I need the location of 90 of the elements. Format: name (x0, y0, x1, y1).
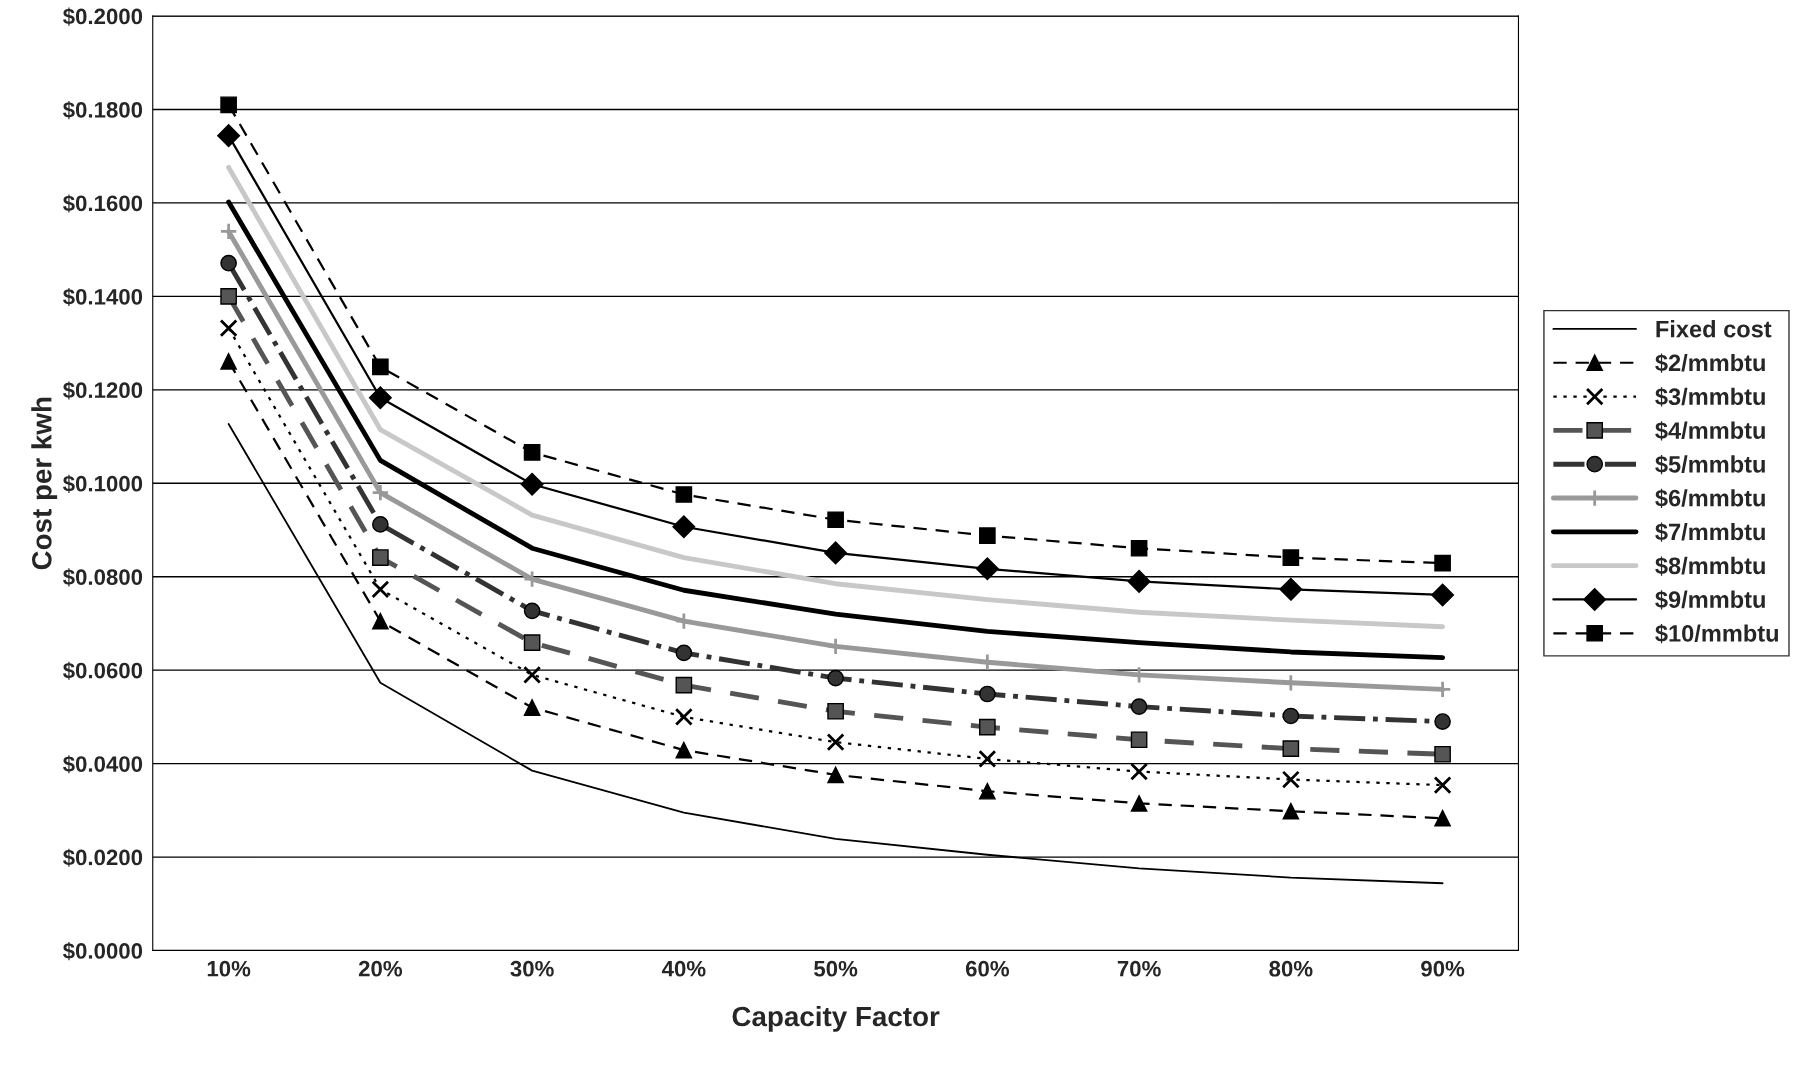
point (1282, 707, 1300, 725)
point (371, 580, 390, 599)
point (826, 733, 845, 752)
legend-label: $9/mmbtu (1655, 590, 1765, 610)
point (368, 386, 392, 410)
point (219, 319, 238, 338)
point (523, 699, 541, 716)
point (219, 222, 238, 241)
point (975, 557, 999, 581)
point (1434, 745, 1451, 763)
x-tick-label: 30% (510, 960, 554, 977)
point (827, 511, 844, 529)
point (372, 549, 389, 566)
point (824, 541, 848, 565)
x-tick-label: 90% (1421, 960, 1465, 977)
x-tick-label: 60% (965, 960, 1010, 977)
point (1282, 740, 1300, 758)
y-tick-label: $0.0600 (63, 661, 143, 680)
y-tick-label: $0.0000 (63, 942, 143, 961)
point (1130, 539, 1148, 557)
point (372, 516, 389, 533)
point (220, 254, 237, 272)
legend-label: $5/mmbtu (1655, 454, 1765, 475)
x-tick-label: 40% (661, 960, 706, 977)
point (523, 602, 541, 620)
point (372, 612, 389, 630)
point (1434, 713, 1451, 730)
point (1130, 795, 1148, 812)
legend-label: Fixed cost (1656, 320, 1772, 338)
point (827, 702, 844, 720)
point (523, 444, 541, 461)
point (371, 483, 390, 502)
point (1433, 776, 1452, 795)
point (672, 515, 696, 539)
point (827, 766, 844, 784)
point (979, 685, 996, 703)
point (372, 358, 389, 376)
legend-label: $3/mmbtu (1655, 387, 1765, 407)
point (1127, 569, 1151, 593)
y-tick-label: $0.1600 (63, 194, 143, 213)
y-tick-label: $0.0800 (63, 568, 143, 587)
point (520, 472, 544, 496)
point (674, 707, 693, 726)
legend-label: $7/mmbtu (1655, 522, 1765, 542)
point (523, 570, 542, 589)
point (979, 527, 996, 544)
legend-label: $6/mmbtu (1655, 488, 1765, 509)
y-tick-label: $0.1800 (63, 101, 143, 120)
point (675, 741, 693, 759)
point (1279, 577, 1303, 601)
point (523, 634, 541, 651)
x-tick-label: 10% (207, 960, 251, 977)
point (1282, 802, 1300, 820)
point (675, 486, 693, 503)
point (978, 749, 997, 768)
point (1130, 731, 1148, 749)
point (675, 676, 693, 694)
y-axis-title: Cost per kwh (31, 397, 58, 570)
point (1130, 762, 1149, 781)
point (979, 718, 996, 736)
legend-label: $10/mmbtu (1655, 624, 1778, 644)
x-tick-label: 50% (814, 960, 858, 977)
legend-label: $8/mmbtu (1655, 556, 1765, 576)
point (220, 96, 237, 114)
point (674, 612, 693, 631)
y-tick-label: $0.1200 (63, 381, 143, 400)
x-tick-label: 70% (1117, 960, 1161, 977)
legend-label: $4/mmbtu (1655, 421, 1765, 441)
point (217, 124, 241, 148)
point (1431, 583, 1455, 607)
point (675, 644, 693, 662)
point (1281, 770, 1300, 789)
point (220, 352, 237, 370)
point (827, 669, 844, 687)
y-tick-label: $0.2000 (63, 7, 143, 26)
point (1434, 554, 1451, 572)
x-tick-label: 80% (1269, 960, 1313, 977)
point (220, 288, 237, 305)
x-axis-title: Capacity Factor (732, 1005, 940, 1032)
point (1130, 698, 1148, 715)
y-tick-label: $0.0200 (63, 848, 143, 867)
y-tick-label: $0.1000 (63, 474, 143, 493)
x-tick-label: 20% (358, 960, 403, 977)
y-tick-label: $0.1400 (63, 287, 143, 307)
y-tick-label: $0.0400 (63, 755, 143, 774)
point (1282, 549, 1300, 566)
point (523, 665, 542, 684)
point (1434, 809, 1451, 827)
point (979, 782, 996, 800)
legend-label: $2/mmbtu (1655, 353, 1765, 373)
